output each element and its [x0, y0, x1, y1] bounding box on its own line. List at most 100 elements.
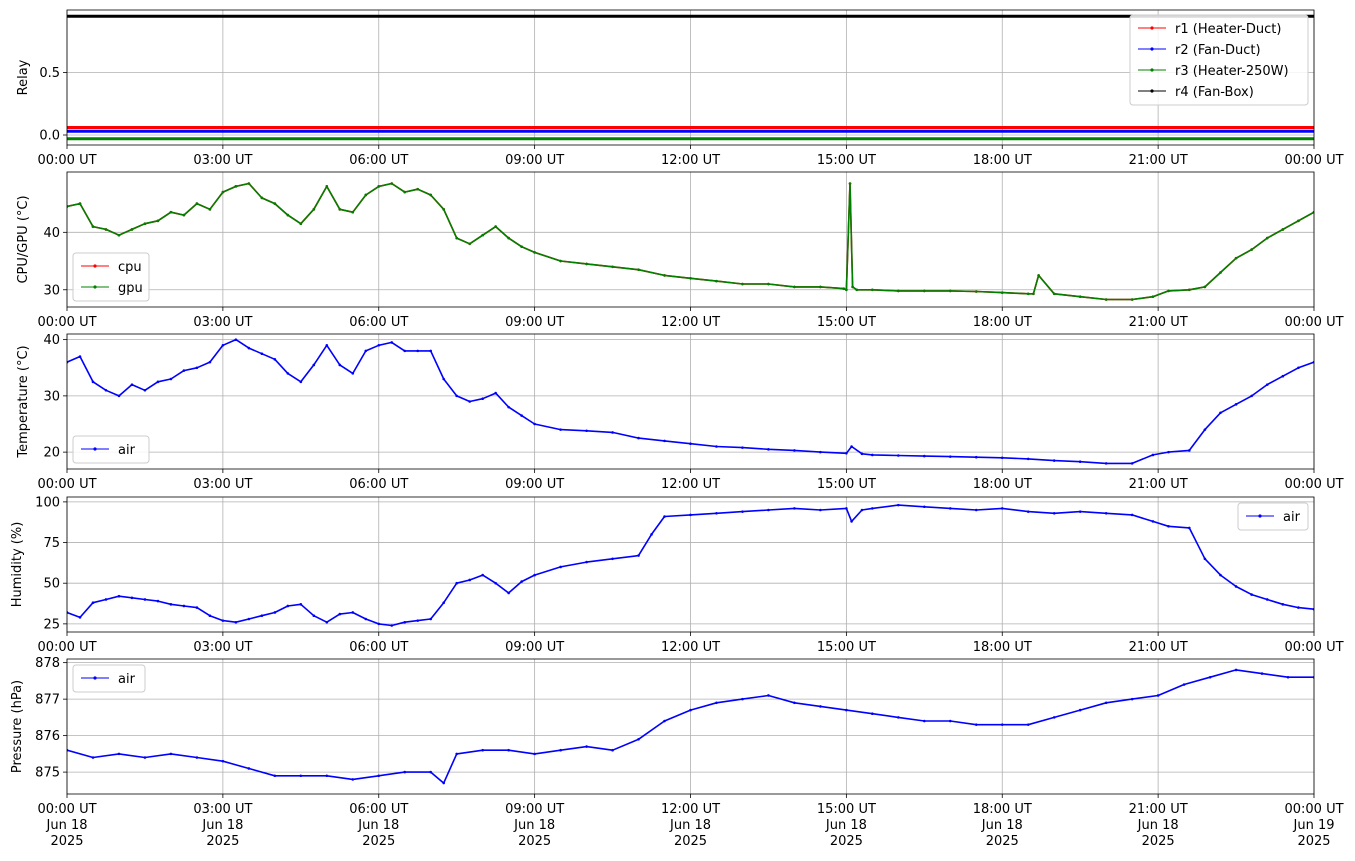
data-point — [923, 454, 926, 458]
data-point — [325, 343, 329, 347]
x-tick-label: 00:00 UT — [1284, 153, 1343, 168]
data-point — [1104, 462, 1108, 465]
data-point — [897, 454, 900, 457]
data-point — [1000, 291, 1004, 294]
data-point — [689, 276, 692, 280]
data-point — [855, 288, 859, 292]
data-point — [767, 282, 770, 286]
x-tick-label: 15:00 UT — [817, 153, 876, 168]
data-point — [1156, 694, 1160, 697]
data-point — [1281, 374, 1285, 378]
x-tick-label: 15:00 UT — [817, 640, 876, 655]
data-point — [338, 363, 342, 367]
data-point — [520, 580, 523, 583]
data-point — [273, 611, 277, 614]
data-point — [948, 289, 952, 293]
data-point — [1286, 675, 1290, 679]
data-point — [663, 439, 666, 443]
data-point — [390, 341, 394, 344]
data-point — [247, 617, 251, 621]
data-point — [455, 581, 458, 585]
legend: cpu gpu — [72, 252, 150, 302]
x-tick-label: 03:00 UT — [193, 153, 252, 168]
x-year-label: 2025 — [674, 834, 707, 849]
data-point — [1188, 449, 1191, 452]
x-tick-label: 09:00 UT — [505, 153, 564, 168]
data-point — [442, 377, 445, 381]
x-tick-label: 09:00 UT — [505, 802, 564, 817]
data-point — [455, 236, 458, 240]
data-point — [974, 508, 978, 512]
data-point — [1265, 236, 1269, 240]
y-tick-label: 20 — [43, 446, 60, 461]
data-point — [663, 274, 666, 277]
data-point — [637, 268, 640, 271]
data-point — [91, 756, 95, 759]
data-point — [78, 202, 82, 205]
data-point — [299, 603, 303, 606]
x-year-label: 2025 — [1297, 834, 1330, 849]
x-year-label: 2025 — [1142, 834, 1175, 849]
legend-box — [1129, 14, 1309, 106]
data-point — [715, 445, 718, 448]
data-point — [1104, 298, 1108, 301]
y-tick-label: 40 — [43, 226, 60, 241]
data-point — [325, 774, 329, 778]
data-point — [1265, 383, 1269, 386]
data-point — [403, 190, 407, 194]
data-point — [533, 422, 536, 426]
data-point — [208, 360, 212, 364]
data-point — [234, 338, 238, 341]
data-point — [1234, 256, 1238, 260]
data-point — [169, 603, 173, 606]
data-point — [948, 719, 952, 723]
data-point — [169, 377, 173, 381]
data-point — [1297, 219, 1300, 223]
x-year-label: 2025 — [830, 834, 863, 849]
data-point — [585, 262, 588, 266]
data-point — [1026, 457, 1030, 461]
legend-box — [72, 252, 150, 302]
data-point — [663, 719, 666, 723]
data-point — [338, 208, 342, 211]
data-point — [247, 346, 251, 350]
x-tick-label: 06:00 UT — [349, 477, 408, 492]
x-tick-label: 03:00 UT — [193, 640, 252, 655]
x-tick-label: 15:00 UT — [817, 802, 876, 817]
data-point — [767, 448, 770, 451]
data-point — [130, 596, 134, 600]
x-tick-label: 00:00 UT — [37, 802, 96, 817]
data-point — [403, 620, 407, 624]
data-point — [741, 697, 744, 701]
data-point — [455, 752, 458, 756]
data-point — [1052, 292, 1056, 296]
data-point — [611, 431, 614, 434]
data-point — [533, 251, 536, 254]
data-point — [156, 380, 160, 384]
data-point — [1203, 428, 1207, 431]
data-point — [91, 225, 95, 228]
subplot-2: 00:00 UT 03:00 UT 06:00 UT 09:00 UT 12:00 UT… — [16, 171, 1344, 330]
y-tick-label: 50 — [43, 577, 60, 592]
data-point — [1250, 394, 1253, 398]
data-point — [585, 560, 588, 564]
data-point — [91, 380, 95, 384]
legend: air — [72, 435, 150, 464]
data-point — [429, 349, 433, 353]
data-point — [507, 405, 510, 409]
data-point — [897, 503, 900, 507]
x-date-label: Jun 18 — [981, 818, 1023, 833]
data-point — [637, 436, 640, 440]
x-tick-label: 06:00 UT — [349, 315, 408, 330]
data-point — [637, 737, 640, 741]
data-point — [1250, 248, 1253, 251]
data-point — [273, 358, 277, 361]
legend-swatch-marker — [93, 285, 97, 289]
series-group — [67, 338, 1314, 465]
data-point — [533, 573, 536, 577]
data-point — [871, 453, 874, 457]
data-point — [1182, 683, 1186, 686]
y-tick-label: 40 — [43, 333, 60, 348]
y-axis-label: Relay — [16, 59, 31, 95]
data-point — [325, 185, 329, 188]
